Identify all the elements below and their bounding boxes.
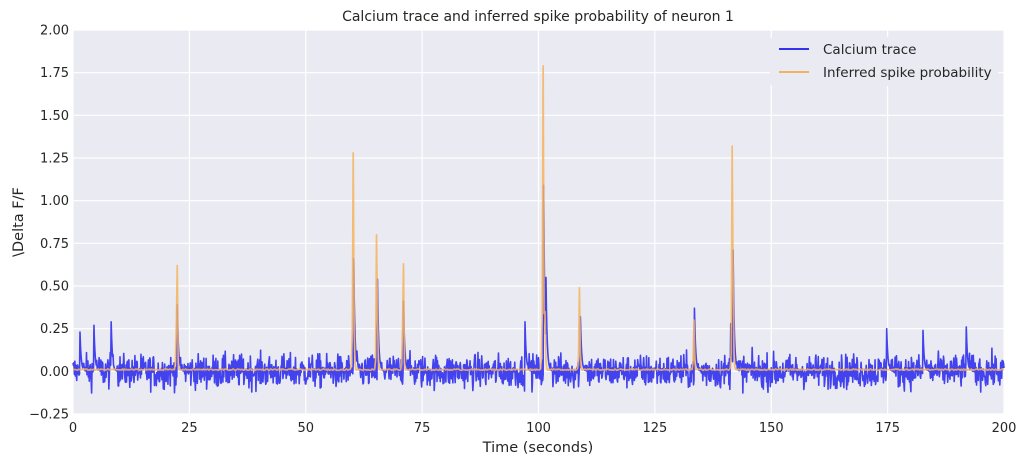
y-tick-label: 1.25 [40, 152, 69, 167]
x-tick-label: 125 [642, 421, 667, 436]
series-line-spike-probability [72, 64, 1005, 372]
x-tick-label: 0 [69, 421, 77, 436]
y-tick-label: 1.75 [40, 66, 69, 81]
chart-title: Calcium trace and inferred spike probabi… [342, 9, 734, 25]
x-tick-label: 75 [414, 421, 431, 436]
y-tick-labels: −0.25 0.00 0.25 0.50 0.75 1.00 1.25 1.50 1.75 2.0… [29, 24, 69, 423]
series-layer [72, 64, 1005, 394]
x-axis-label: Time (seconds) [482, 440, 594, 456]
x-tick-label: 25 [181, 421, 198, 436]
legend-box [770, 37, 998, 86]
x-tick-label: 50 [297, 421, 314, 436]
y-tick-label: 0.00 [40, 365, 69, 380]
x-tick-label: 200 [992, 421, 1017, 436]
y-tick-label: 0.25 [40, 322, 69, 337]
x-tick-labels: 0 25 50 75 100 125 150 175 200 [69, 421, 1017, 436]
y-tick-label: 1.00 [40, 194, 69, 209]
series-line-calcium-trace [72, 184, 1005, 394]
legend-label-spike-probability: Inferred spike probability [823, 65, 992, 81]
y-axis-label: \Delta F/F [11, 187, 27, 257]
x-tick-label: 100 [526, 421, 551, 436]
y-tick-label: 0.75 [40, 237, 69, 252]
y-tick-label: 0.50 [40, 280, 69, 295]
x-tick-label: 175 [875, 421, 900, 436]
legend: Calcium trace Inferred spike probability [770, 37, 998, 86]
y-tick-label: 1.50 [40, 109, 69, 124]
legend-label-calcium: Calcium trace [823, 42, 916, 58]
x-tick-label: 150 [759, 421, 784, 436]
y-tick-label: 2.00 [40, 24, 69, 39]
y-tick-label: −0.25 [29, 408, 69, 423]
